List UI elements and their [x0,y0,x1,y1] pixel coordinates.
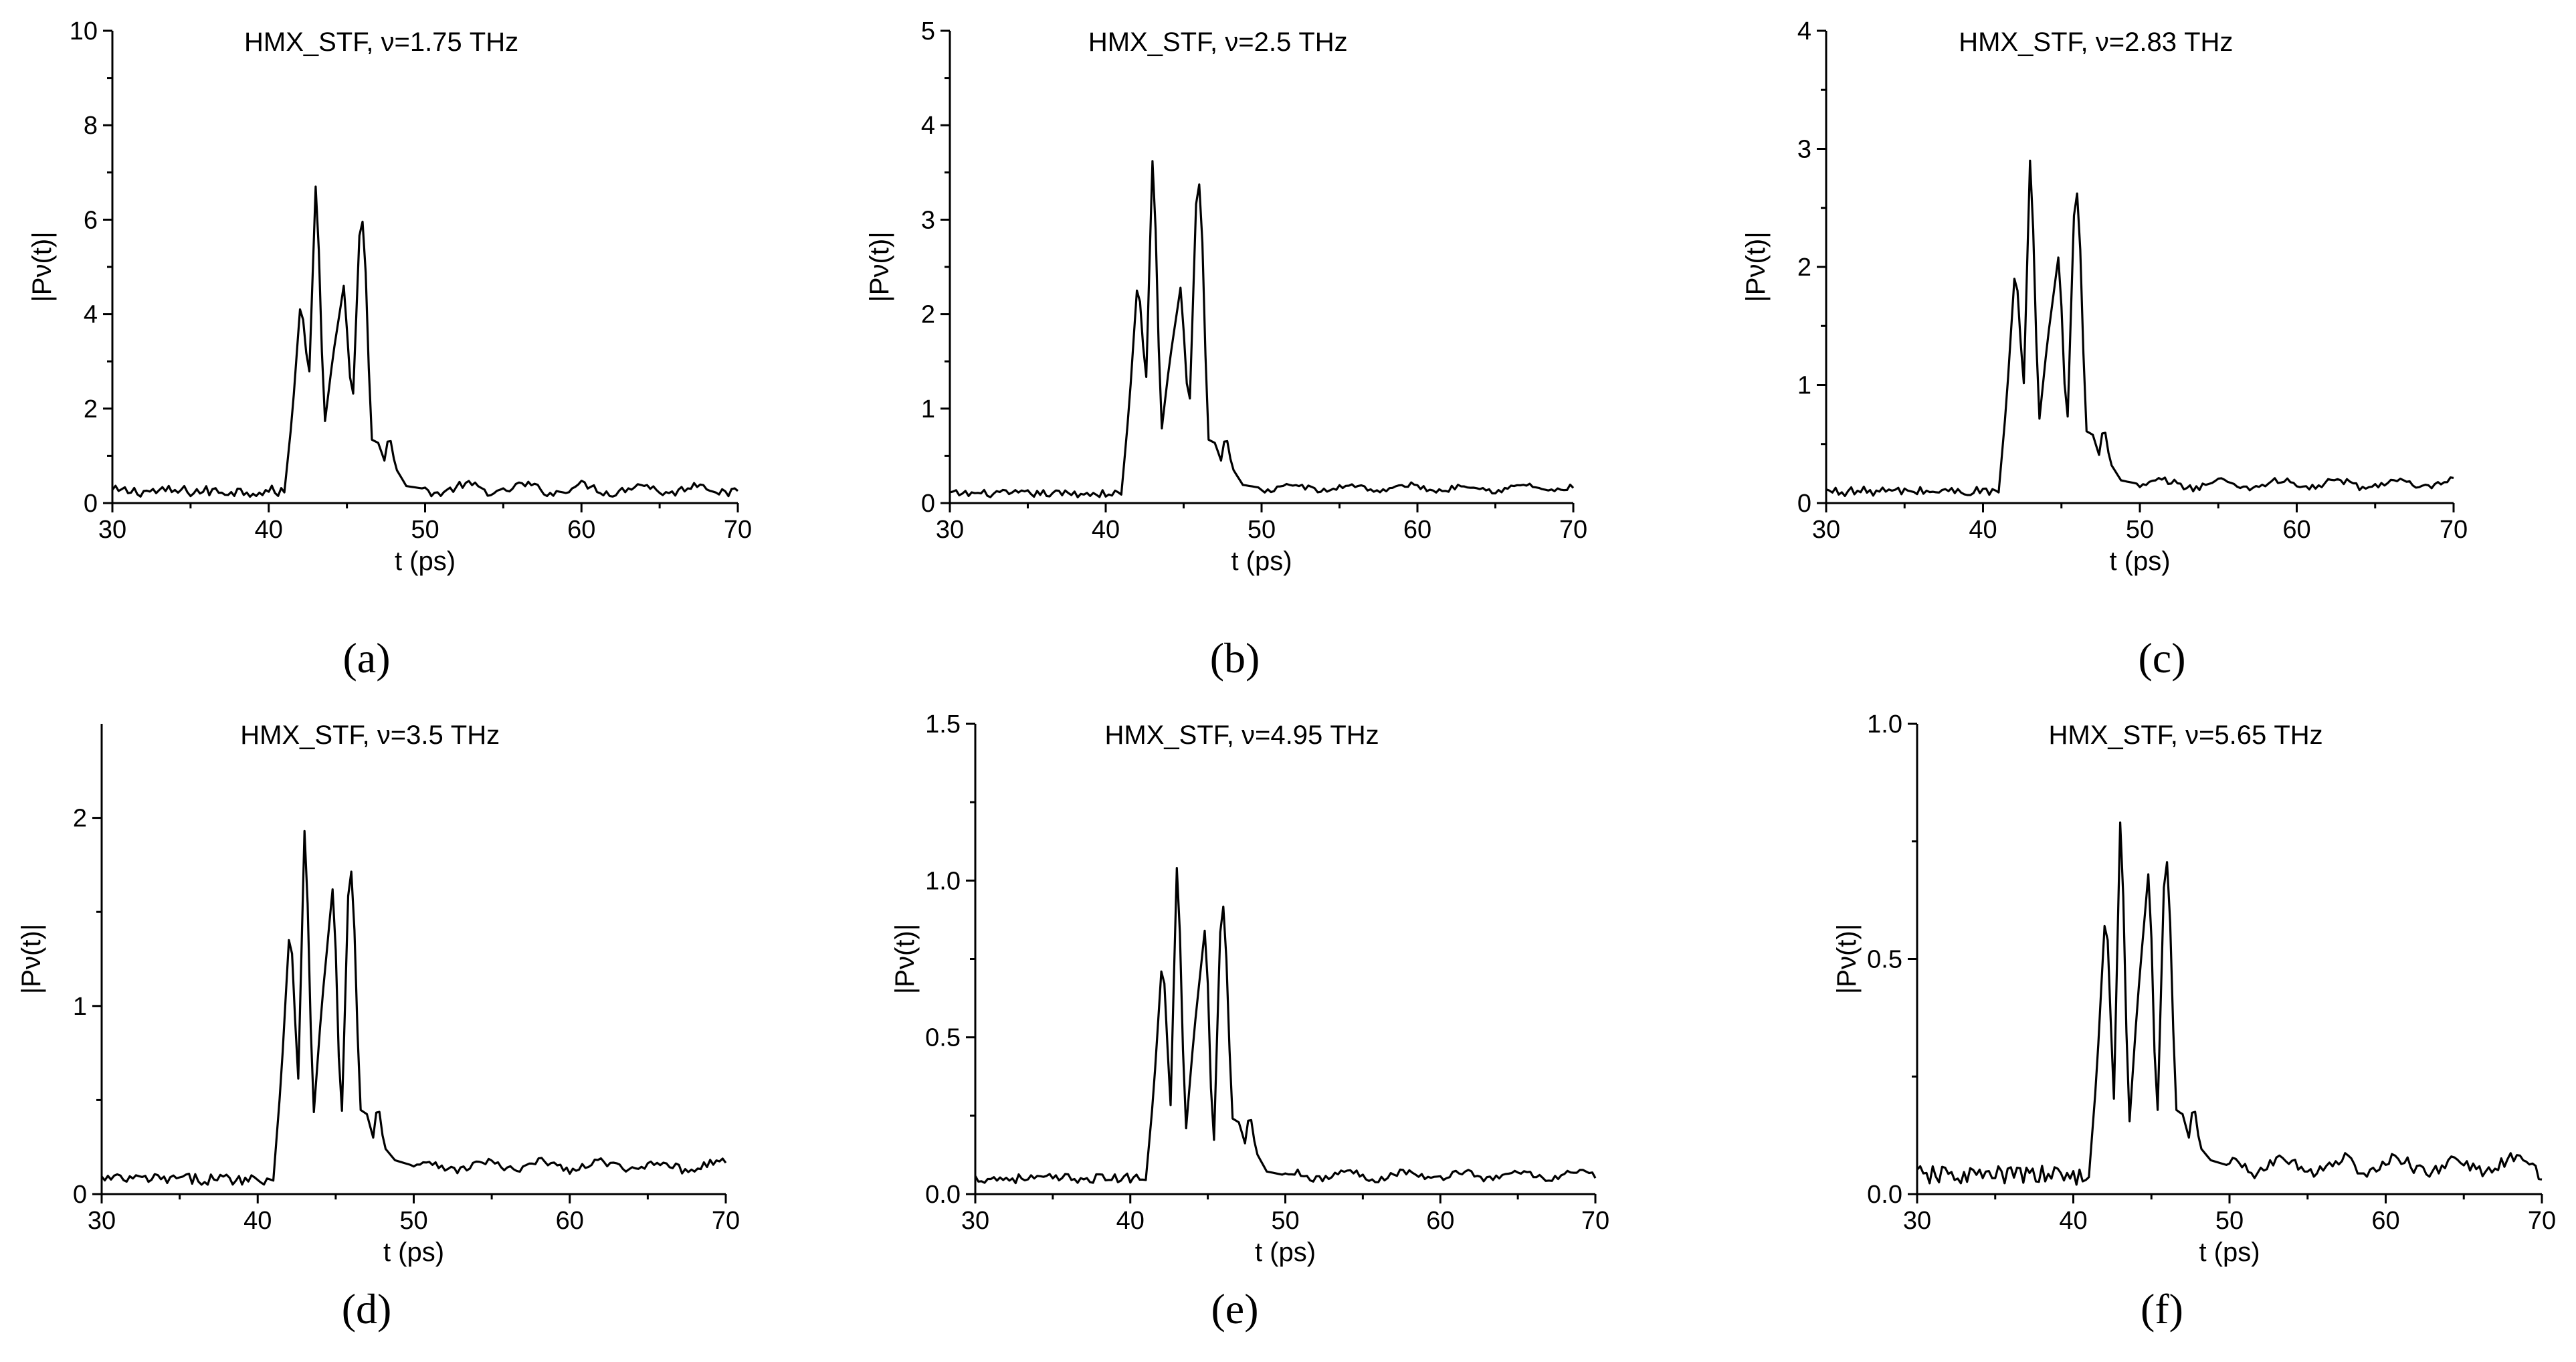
y-tick-label: 3 [1797,136,1811,164]
x-tick-label: 50 [1248,516,1276,544]
chart-title: HMX_STF, ν=5.65 THz [2049,720,2323,750]
chart-title: HMX_STF, ν=1.75 THz [244,27,518,57]
y-tick-label: 0 [921,490,935,518]
y-axis-label: |Pν(t)| [27,231,57,302]
x-tick-label: 30 [1903,1207,1931,1235]
series-line-a [111,185,739,498]
panel-label-f: (f) [2141,1285,2183,1333]
y-tick-label: 0 [84,490,98,518]
panel-label-e: (e) [1211,1285,1258,1333]
y-tick-label: 1 [73,993,87,1021]
y-tick-label: 10 [70,17,98,45]
y-tick-label: 0.5 [925,1024,961,1052]
x-tick-label: 70 [1559,516,1587,544]
x-tick-label: 60 [1426,1207,1454,1235]
y-tick-label: 1 [921,395,935,423]
chart-title: HMX_STF, ν=4.95 THz [1105,720,1379,750]
y-tick-label: 0.5 [1867,946,1902,974]
chart-panel-b: 30 40 50 60 70 0 1 2 3 4 5 HMX_STF, ν=2.5 THz t (ps)… [865,17,1587,576]
chart-title: HMX_STF, ν=3.5 THz [240,720,500,750]
x-tick-label: 60 [567,516,595,544]
x-axis-label: t (ps) [1231,547,1292,576]
x-tick-label: 70 [1581,1207,1609,1235]
y-tick-label: 4 [1797,17,1811,45]
x-tick-label: 40 [255,516,283,544]
y-tick-label: 8 [84,112,98,140]
x-tick-label: 30 [961,1207,989,1235]
y-axis-label: |Pν(t)| [17,924,46,994]
y-tick-label: 2 [1797,254,1811,282]
x-tick-label: 30 [936,516,964,544]
x-tick-label: 60 [2371,1207,2399,1235]
x-axis-label: t (ps) [2199,1238,2260,1267]
x-tick-label: 40 [1116,1207,1145,1235]
y-tick-label: 1.0 [925,867,961,895]
x-tick-label: 40 [1969,516,1997,544]
x-tick-label: 50 [2126,516,2154,544]
y-tick-label: 0.0 [925,1181,961,1209]
x-tick-label: 40 [2059,1207,2087,1235]
panel-label-c: (c) [2138,634,2185,682]
x-axis-label: t (ps) [1255,1238,1316,1267]
x-tick-label: 70 [712,1207,740,1235]
panel-label-a: (a) [342,634,390,682]
x-tick-label: 70 [724,516,752,544]
y-tick-label: 1.0 [1867,710,1902,739]
x-tick-label: 40 [1092,516,1120,544]
y-axis-label: |Pν(t)| [865,231,894,302]
y-tick-label: 4 [84,301,98,329]
chart-panel-d: 30 40 50 60 70 0 1 2 HMX_STF, ν=3.5 THz t (ps) |Pν… [17,720,740,1267]
y-tick-label: 6 [84,206,98,234]
chart-title: HMX_STF, ν=2.83 THz [1959,27,2233,57]
x-tick-label: 60 [556,1207,584,1235]
x-tick-label: 70 [2528,1207,2556,1235]
y-tick-label: 1.5 [925,710,961,739]
x-tick-label: 50 [411,516,439,544]
x-axis-label: t (ps) [383,1238,444,1267]
series-line-c [1825,159,2454,497]
chart-panel-a: 30 40 50 60 70 0 2 4 6 8 10 HMX_STF, ν=1.75 THz t (p… [27,17,752,576]
panel-label-b: (b) [1210,634,1260,682]
series-line-e [974,867,1597,1185]
y-tick-label: 0 [1797,490,1811,518]
x-tick-label: 30 [1812,516,1840,544]
chart-panel-f: 30 40 50 60 70 0.0 0.5 1.0 HMX_STF, ν=5.65 THz t … [1832,710,2556,1267]
y-axis-label: |Pν(t)| [1741,231,1771,302]
chart-panel-c: 30 40 50 60 70 0 1 2 3 4 HMX_STF, ν=2.83 THz t (ps)… [1741,17,2468,576]
panel-label-d: (d) [342,1285,392,1333]
x-tick-label: 60 [2282,516,2310,544]
y-tick-label: 2 [84,395,98,423]
y-tick-label: 4 [921,112,935,140]
chart-panel-e: 30 40 50 60 70 0.0 0.5 1.0 1.5 HMX_STF, ν=4.95 TH… [890,710,1609,1267]
y-tick-label: 3 [921,206,935,234]
y-tick-label: 1 [1797,372,1811,400]
y-axis-label: |Pν(t)| [1832,924,1862,994]
x-tick-label: 50 [2215,1207,2244,1235]
x-axis-label: t (ps) [395,547,456,576]
x-tick-label: 70 [2440,516,2468,544]
x-tick-label: 30 [88,1207,116,1235]
chart-title: HMX_STF, ν=2.5 THz [1088,27,1348,57]
series-line-f [1916,821,2543,1186]
series-line-d [100,830,727,1186]
series-line-b [949,160,1575,498]
y-tick-label: 0 [73,1181,87,1209]
y-tick-label: 2 [921,301,935,329]
y-tick-label: 0.0 [1867,1181,1902,1209]
x-axis-label: t (ps) [2109,547,2170,576]
x-tick-label: 50 [399,1207,427,1235]
x-tick-label: 30 [98,516,126,544]
x-tick-label: 50 [1271,1207,1299,1235]
y-tick-label: 5 [921,17,935,45]
y-axis-label: |Pν(t)| [890,924,920,994]
x-tick-label: 60 [1403,516,1431,544]
x-tick-label: 40 [243,1207,272,1235]
y-tick-label: 2 [73,805,87,833]
